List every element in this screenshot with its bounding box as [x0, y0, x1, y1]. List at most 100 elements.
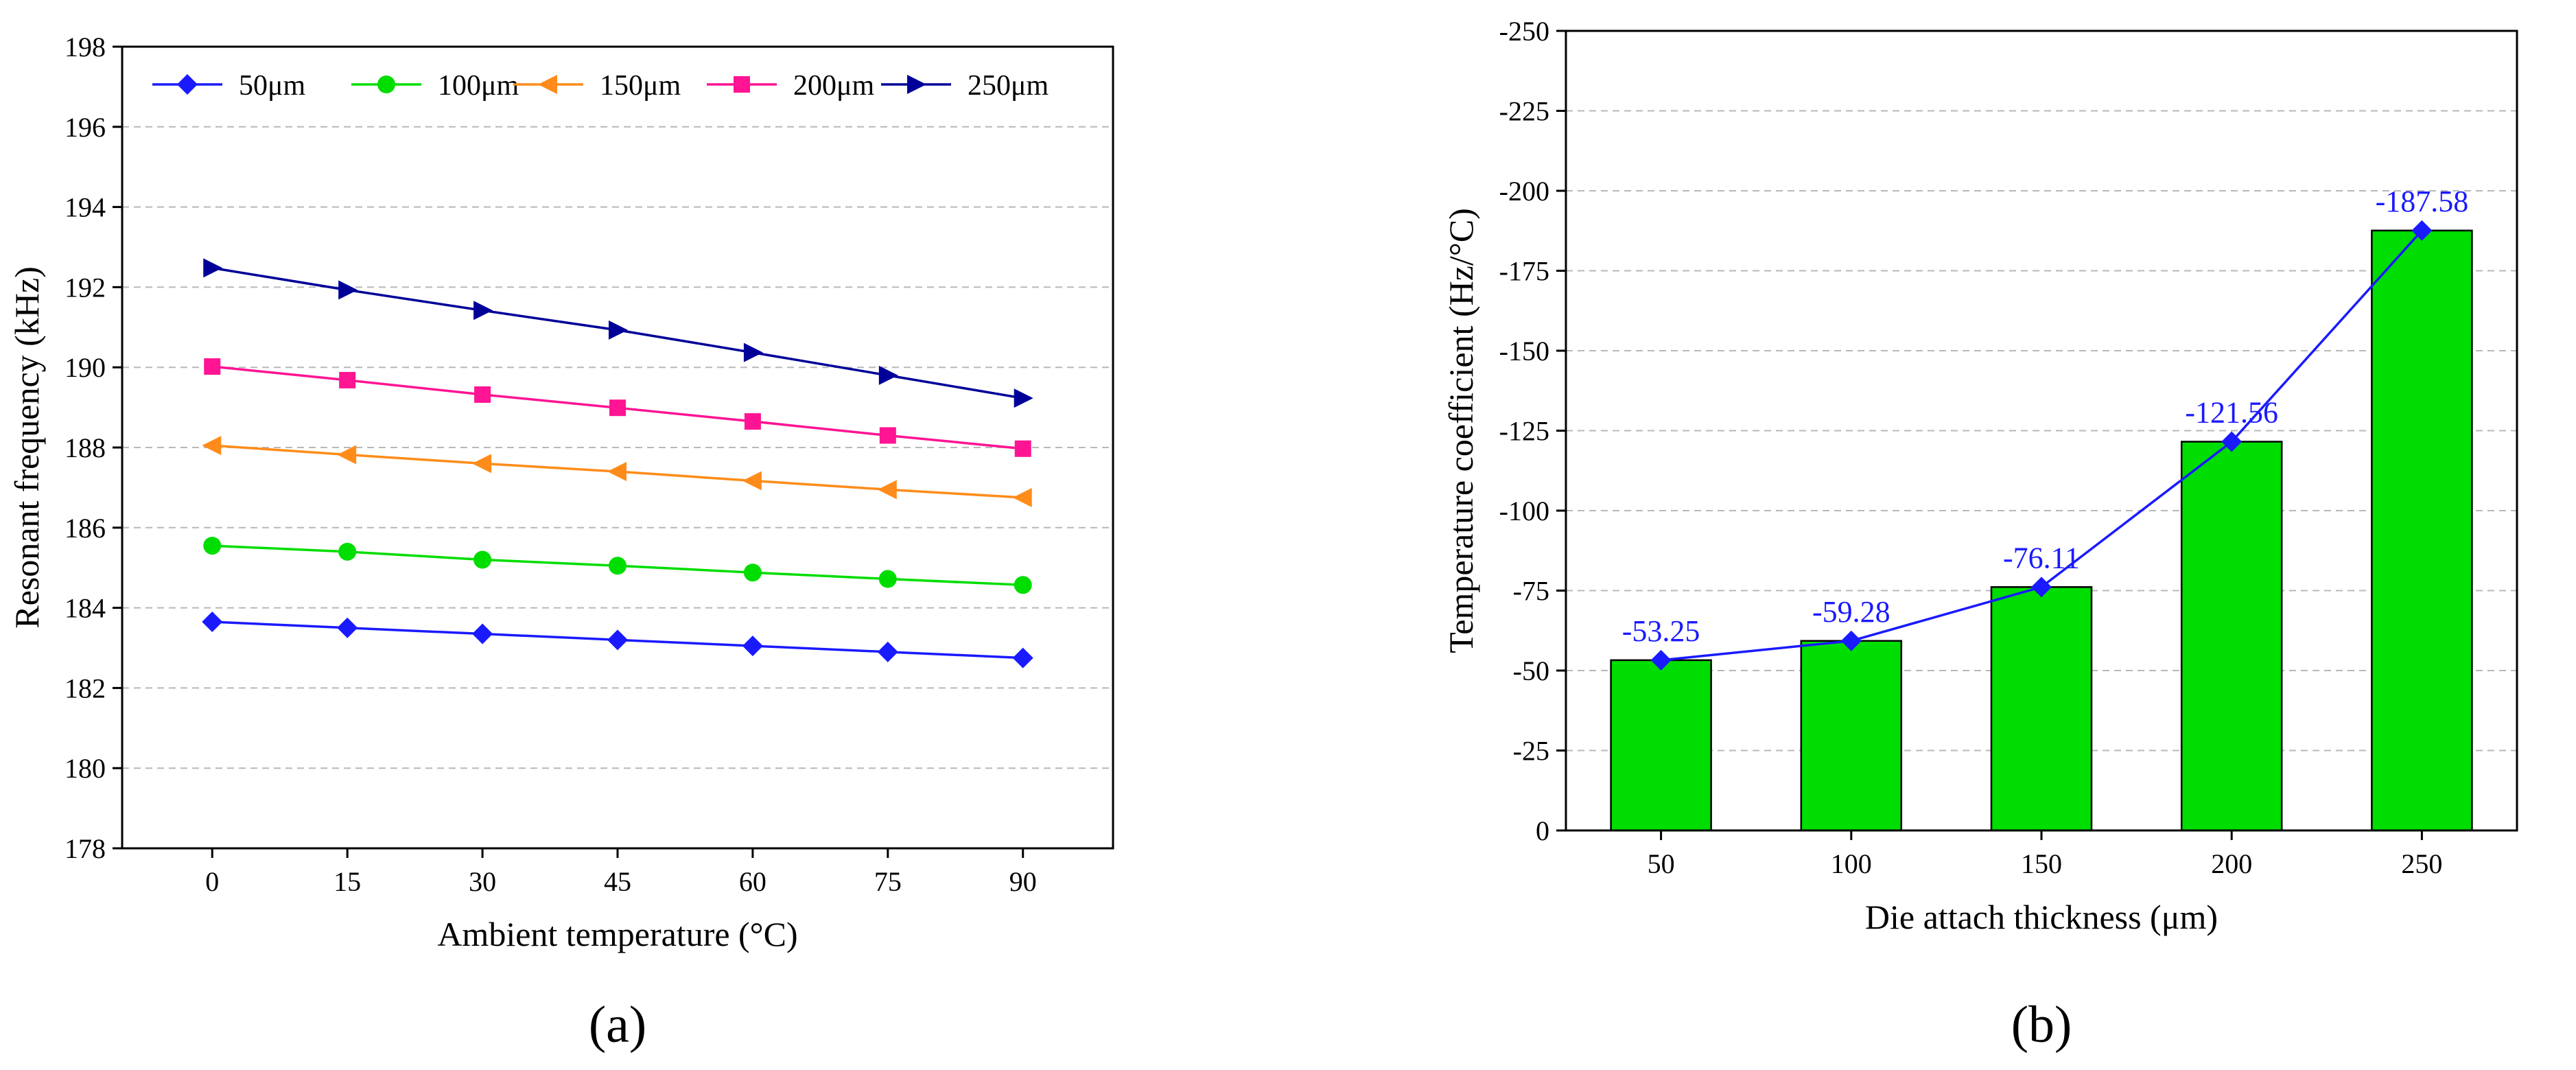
chart-a-x-tick-label: 30: [469, 866, 496, 897]
chart-a-y-tick-label: 188: [65, 432, 106, 463]
chart-b-data-label: -53.25: [1622, 614, 1700, 648]
chart-a-data-point: [743, 563, 762, 582]
chart-b-data-labels: -53.25 -59.28 -76.11 -121.56 -187.58: [1622, 185, 2468, 648]
legend-label: 50μm: [239, 70, 306, 102]
chart-b-line-point: [2221, 431, 2243, 452]
chart-a-y-tick-label: 194: [65, 192, 106, 223]
chart-a-y-axis-title: Resonant frequency (kHz): [8, 266, 46, 629]
line-chart-panel-a: 178 180 182 184 186 188 190 192 194 196 198 0 15 30 45…: [8, 32, 1114, 1054]
chart-a-data-point: [472, 454, 492, 474]
chart-a-data-point: [609, 320, 628, 340]
chart-b-x-tick-label: 50: [1648, 848, 1675, 879]
chart-b-bar: [1990, 586, 2093, 832]
legend-marker: [377, 75, 395, 93]
chart-a-data-point: [473, 550, 492, 569]
chart-a-data-point: [877, 641, 898, 662]
chart-a-x-tick-label: 15: [333, 866, 361, 897]
chart-b-y-tick-label: -25: [1513, 736, 1549, 767]
chart-a-data-point: [339, 371, 356, 388]
chart-a-y-tick-label: 184: [65, 593, 106, 624]
chart-a-data-point: [203, 258, 223, 278]
chart-a-data-point: [878, 570, 897, 588]
legend-label: 150μm: [600, 70, 681, 102]
panel-label-a: (a): [589, 996, 646, 1054]
legend-label: 100μm: [438, 70, 519, 102]
chart-b-data-label: -121.56: [2185, 396, 2278, 430]
chart-a-data-point: [202, 436, 222, 456]
chart-a-data-point: [744, 413, 761, 430]
chart-a-data-point: [1012, 647, 1033, 668]
chart-a-y-tick-label: 196: [65, 112, 106, 143]
chart-a-x-tick-label: 60: [739, 866, 766, 897]
chart-b-y-tick-label: -75: [1513, 576, 1549, 607]
chart-b-x-axis-title: Die attach thickness (μm): [1865, 898, 2218, 936]
chart-b-bar: [2371, 229, 2473, 832]
chart-b-y-tick-label: -50: [1513, 655, 1549, 686]
chart-a-data-point: [607, 629, 628, 651]
bar-chart-panel-b: 0 -25 -50 -75 -100 -125 -150 -175 -200 -225 -250 50…: [1442, 16, 2518, 1054]
chart-a-data-point: [473, 301, 493, 321]
chart-a-data-point: [1014, 388, 1033, 408]
chart-a-data-point: [742, 471, 762, 491]
chart-b-data-label: -59.28: [1812, 595, 1890, 629]
chart-b-y-axis-title: Temperature coefficient (Hz/°C): [1442, 208, 1480, 653]
chart-a-gridlines: [122, 126, 1113, 769]
legend-label: 250μm: [968, 70, 1049, 102]
chart-a-data-point: [742, 636, 763, 657]
chart-a-y-tick-label: 180: [65, 753, 106, 784]
chart-b-x-tick-label: 200: [2211, 848, 2252, 879]
chart-a-data-point: [1014, 576, 1032, 594]
legend-marker: [734, 76, 750, 93]
chart-a-axes: 178 180 182 184 186 188 190 192 194 196 198 0 15 30 45…: [65, 32, 1037, 897]
chart-b-line-point: [2411, 220, 2433, 241]
chart-b-x-tick-label: 250: [2401, 848, 2442, 879]
legend-marker: [538, 75, 557, 94]
chart-b-y-tick-label: -125: [1499, 416, 1549, 447]
chart-a-data-point: [607, 462, 627, 482]
chart-b-axes: 0 -25 -50 -75 -100 -125 -150 -175 -200 -225 -250 50…: [1499, 16, 2443, 879]
chart-b-gridlines: [1566, 110, 2517, 752]
chart-a-y-tick-label: 182: [65, 673, 106, 703]
chart-b-data-label: -76.11: [2003, 541, 2080, 574]
chart-a-data-point: [877, 480, 897, 500]
chart-a-data-point: [337, 445, 357, 465]
chart-a-y-tick-label: 198: [65, 32, 106, 62]
chart-b-bar: [1800, 640, 1903, 832]
chart-a-data-point: [1014, 440, 1031, 457]
chart-b-line-point: [1840, 630, 1862, 651]
chart-b-y-tick-label: -175: [1499, 256, 1549, 287]
chart-a-data-point: [879, 427, 896, 444]
chart-a-data-point: [878, 365, 898, 385]
chart-a-data-point: [202, 612, 223, 633]
chart-a-data-point: [337, 617, 358, 638]
chart-b-bar: [1610, 659, 1712, 832]
chart-a-data-point: [204, 358, 221, 375]
chart-a-x-tick-label: 75: [874, 866, 902, 897]
chart-a-data-point: [338, 280, 358, 300]
chart-a-y-tick-label: 178: [65, 833, 106, 864]
chart-b-y-tick-label: -225: [1499, 96, 1549, 127]
chart-a-y-tick-label: 186: [65, 513, 106, 544]
chart-b-trend-line: [1650, 220, 2433, 671]
chart-a-data-point: [338, 542, 357, 561]
legend-marker: [177, 74, 198, 95]
chart-b-data-label: -187.58: [2376, 185, 2469, 218]
chart-a-data-point: [1012, 488, 1032, 507]
chart-a-data-point: [609, 399, 626, 417]
chart-b-line-point: [2031, 577, 2052, 598]
legend-marker: [907, 75, 926, 94]
legend-label: 200μm: [793, 70, 875, 102]
chart-a-x-axis-title: Ambient temperature (°C): [437, 915, 797, 953]
panel-label-b: (b): [2011, 996, 2072, 1054]
chart-b-x-tick-label: 150: [2021, 848, 2062, 879]
chart-a-x-tick-label: 90: [1009, 866, 1037, 897]
chart-b-y-tick-label: -150: [1499, 336, 1549, 367]
chart-b-line-point: [1650, 649, 1672, 671]
chart-a-data-point: [474, 386, 491, 403]
chart-b-y-tick-label: -200: [1499, 176, 1549, 207]
chart-a-data-point: [609, 557, 627, 575]
chart-a-data-point: [472, 623, 493, 644]
chart-a-data-point: [203, 537, 222, 555]
chart-b-y-tick-label: -100: [1499, 496, 1549, 526]
